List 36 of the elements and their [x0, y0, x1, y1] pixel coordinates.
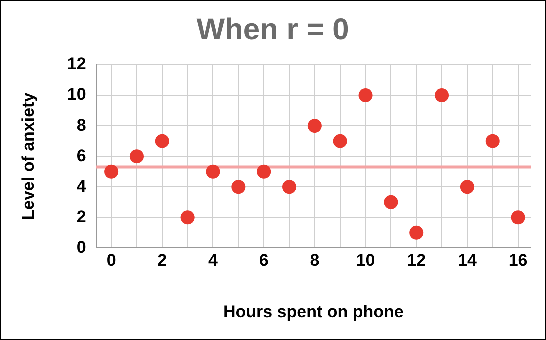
point [104, 164, 119, 179]
y-tick-label: 2 [76, 207, 86, 226]
x-axis-title: Hours spent on phone [223, 302, 404, 322]
y-tick-label: 12 [67, 54, 86, 74]
x-tick-label: 8 [310, 251, 320, 270]
x-tick-label: 0 [106, 251, 116, 270]
x-tick-label: 14 [458, 251, 478, 270]
point [384, 195, 398, 210]
point [308, 119, 322, 134]
point [257, 164, 272, 179]
point [155, 134, 170, 148]
point [486, 134, 500, 148]
y-tick-label: 4 [76, 176, 87, 196]
x-tick-label: 4 [208, 251, 219, 270]
y-axis-title: Level of anxiety [18, 92, 38, 220]
point [435, 88, 450, 103]
point [358, 88, 373, 103]
point [180, 210, 195, 225]
point [511, 210, 526, 225]
point [410, 226, 424, 240]
y-tick-label: 8 [76, 116, 86, 135]
x-tick-label: 16 [508, 251, 528, 270]
y-tick-label: 6 [76, 146, 86, 166]
chart-title: When r = 0 [196, 13, 350, 46]
x-tick-label: 12 [407, 251, 426, 270]
point [130, 150, 144, 164]
x-tick-label: 10 [356, 251, 376, 270]
y-tick-label: 0 [76, 238, 86, 257]
y-tick-label: 10 [67, 85, 86, 104]
point [232, 180, 246, 194]
point [282, 180, 297, 194]
point [460, 180, 474, 194]
point [206, 164, 220, 179]
x-tick-label: 2 [158, 251, 168, 270]
x-tick-label: 6 [259, 251, 269, 270]
point [333, 134, 348, 148]
